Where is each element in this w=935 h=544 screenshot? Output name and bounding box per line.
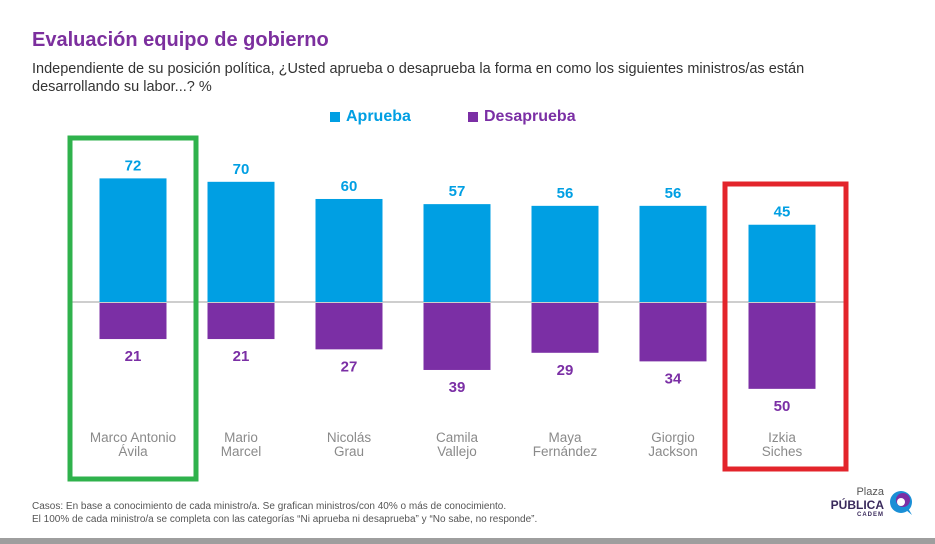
highlight-best-frame: [67, 135, 199, 482]
bar-disapprove: [639, 303, 707, 362]
bar-disapprove: [315, 303, 383, 350]
data-label-approve: 70: [233, 161, 250, 178]
category-label: Ávila: [118, 444, 148, 459]
data-label-approve: 56: [665, 185, 682, 202]
data-label-disapprove: 34: [665, 370, 682, 387]
legend-approve: Aprueba: [330, 108, 411, 126]
category-label: Maya: [548, 430, 582, 445]
data-label-approve: 72: [125, 157, 142, 174]
category-label: Camila: [436, 430, 479, 445]
data-label-disapprove: 29: [557, 362, 574, 379]
category-label: Fernández: [533, 444, 598, 459]
data-label-disapprove: 50: [774, 398, 791, 415]
bar-approve: [423, 204, 491, 302]
bar-disapprove: [423, 303, 491, 370]
category-label: Jackson: [648, 444, 698, 459]
logo-line-1: Plaza: [856, 486, 884, 498]
category-label: Giorgio: [651, 430, 695, 445]
bar-disapprove: [531, 303, 599, 353]
logo-line-3: CADEM: [857, 512, 884, 518]
footnote-line-2: El 100% de cada ministro/a se completa c…: [32, 514, 538, 525]
data-label-disapprove: 27: [341, 358, 358, 375]
legend-disapprove: Desaprueba: [468, 108, 576, 126]
category-label: Izkia: [768, 430, 796, 445]
plaza-publica-logo: Plaza PÚBLICA CADEM: [826, 486, 918, 520]
speech-bubble-icon: [890, 491, 912, 515]
data-label-approve: 56: [557, 185, 574, 202]
category-label: Siches: [762, 444, 803, 459]
bar-approve: [207, 181, 275, 302]
category-label: Mario: [224, 430, 258, 445]
category-label: Marcel: [221, 444, 262, 459]
category-label: Nicolás: [327, 430, 372, 445]
data-label-approve: 57: [449, 183, 466, 200]
bar-approve: [639, 205, 707, 302]
category-label: Grau: [334, 444, 364, 459]
footnote-line-1: Casos: En base a conocimiento de cada mi…: [32, 501, 507, 512]
legend-disapprove-label: Desaprueba: [484, 108, 576, 125]
chart-subtitle: Independiente de su posición política, ¿…: [32, 61, 805, 95]
bar-disapprove: [748, 303, 816, 389]
data-label-approve: 60: [341, 178, 358, 195]
bar-approve: [315, 198, 383, 302]
category-label: Marco Antonio: [90, 430, 176, 445]
bar-approve: [531, 205, 599, 302]
data-label-disapprove: 39: [449, 379, 466, 396]
data-label-disapprove: 21: [233, 348, 250, 365]
legend-approve-label: Aprueba: [346, 108, 411, 125]
bar-approve: [748, 224, 816, 302]
bar-disapprove: [99, 303, 167, 340]
footnote: Casos: En base a conocimiento de cada mi…: [32, 500, 537, 526]
highlight-worst-frame: [722, 181, 849, 472]
bottom-bar: [0, 538, 935, 544]
legend-approve-swatch: [330, 112, 340, 122]
legend-disapprove-swatch: [468, 112, 478, 122]
bar-disapprove: [207, 303, 275, 340]
data-label-approve: 45: [774, 204, 791, 221]
data-label-disapprove: 21: [125, 348, 142, 365]
chart-title: Evaluación equipo de gobierno: [32, 29, 329, 51]
category-label: Vallejo: [437, 444, 477, 459]
bar-approve: [99, 178, 167, 302]
logo-line-2: PÚBLICA: [830, 498, 884, 512]
